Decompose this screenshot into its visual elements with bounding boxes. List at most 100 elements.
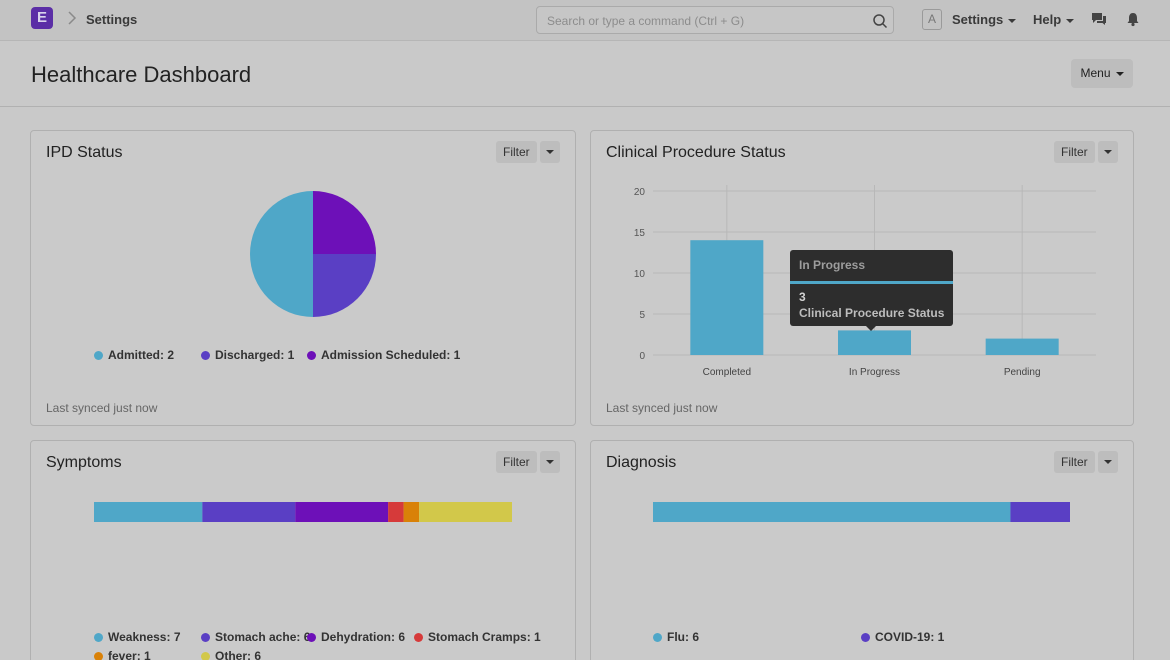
- tooltip-divider: [790, 281, 953, 284]
- page-header: Healthcare Dashboard Menu: [0, 41, 1170, 107]
- tooltip-value: 3: [799, 290, 806, 304]
- legend-item: Dehydration: 6: [307, 630, 405, 644]
- ipd-pie-chart: [250, 191, 376, 317]
- search-placeholder: Search or type a command (Ctrl + G): [547, 14, 745, 28]
- settings-menu[interactable]: Settings: [952, 12, 1017, 27]
- bar-pending[interactable]: [985, 338, 1059, 355]
- card-title: Symptoms: [46, 454, 122, 471]
- legend-item: COVID-19: 1: [861, 630, 944, 644]
- card-dropdown-button[interactable]: [540, 451, 560, 473]
- legend-dot: [201, 652, 210, 660]
- legend-dot: [307, 351, 316, 360]
- filter-button[interactable]: Filter: [1054, 141, 1095, 163]
- legend-label: Admission Scheduled: 1: [321, 348, 461, 362]
- diagnosis-card: Diagnosis Filter Flu: 6 COVID-19: 1: [590, 440, 1134, 660]
- search-input[interactable]: Search or type a command (Ctrl + G): [536, 6, 894, 34]
- filter-button[interactable]: Filter: [496, 451, 537, 473]
- card-dropdown-button[interactable]: [540, 141, 560, 163]
- card-title: Clinical Procedure Status: [606, 144, 786, 161]
- bar-segment-flu[interactable]: [653, 502, 1011, 522]
- legend-label: COVID-19: 1: [875, 630, 945, 644]
- tooltip-title: In Progress: [799, 258, 866, 272]
- legend-item: Discharged: 1: [201, 348, 294, 362]
- card-dropdown-button[interactable]: [1098, 141, 1118, 163]
- legend-label: Stomach ache: 6: [215, 630, 311, 644]
- page-title: Healthcare Dashboard: [31, 62, 252, 87]
- legend-label: Discharged: 1: [215, 348, 295, 362]
- legend-dot: [201, 633, 210, 642]
- tooltip-label: Clinical Procedure Status: [799, 306, 945, 320]
- bar-in-progress[interactable]: [838, 330, 911, 355]
- legend-item: fever: 1: [94, 649, 151, 660]
- bar-segment-stomach-cramps[interactable]: [388, 502, 404, 522]
- breadcrumb-settings[interactable]: Settings: [86, 12, 138, 27]
- bar-segment-stomach-ache[interactable]: [202, 502, 296, 522]
- filter-button[interactable]: Filter: [1054, 451, 1095, 473]
- legend-label: fever: 1: [108, 649, 151, 660]
- bar-segment-dehydration[interactable]: [295, 502, 389, 522]
- bar-completed[interactable]: [690, 240, 764, 355]
- help-menu-label: Help: [1033, 12, 1062, 27]
- last-synced-text: Last synced just now: [606, 401, 718, 415]
- ipd-status-card: IPD Status Filter Admitted: 2 Discharged…: [30, 130, 576, 426]
- card-dropdown-button[interactable]: [1098, 451, 1118, 473]
- navbar: E Settings Search or type a command (Ctr…: [0, 0, 1170, 41]
- legend-item: Stomach ache: 6: [201, 630, 310, 644]
- y-tick-label: 15: [634, 228, 646, 239]
- search-icon: [873, 14, 888, 29]
- y-tick-label: 10: [634, 269, 646, 280]
- legend-item: Flu: 6: [653, 630, 699, 644]
- legend-dot: [414, 633, 423, 642]
- legend-item: Other: 6: [201, 649, 261, 660]
- avatar[interactable]: A: [922, 9, 942, 30]
- chat-icon[interactable]: [1091, 11, 1107, 27]
- bar-segment-other[interactable]: [419, 502, 512, 522]
- chart-tooltip: In Progress 3 Clinical Procedure Status: [790, 250, 953, 331]
- caret-down-icon: [1008, 18, 1017, 23]
- menu-button[interactable]: Menu: [1071, 59, 1133, 88]
- legend-dot: [94, 633, 103, 642]
- symptoms-card: Symptoms Filter Weakness: 7 Stomach ache…: [30, 440, 576, 660]
- y-tick-label: 0: [639, 351, 645, 362]
- legend-label: Other: 6: [215, 649, 262, 660]
- legend-dot: [861, 633, 870, 642]
- x-tick-label: In Progress: [849, 367, 900, 378]
- bar-segment-covid-19[interactable]: [1010, 502, 1070, 522]
- bar-segment-weakness[interactable]: [94, 502, 203, 522]
- x-tick-label: Completed: [703, 367, 751, 378]
- pie-slice-admission-scheduled[interactable]: [313, 191, 376, 254]
- caret-down-icon: [1066, 18, 1075, 23]
- app-logo[interactable]: E: [31, 7, 53, 29]
- settings-menu-label: Settings: [952, 12, 1004, 27]
- legend-dot: [94, 652, 103, 660]
- chevron-right-icon: [68, 11, 77, 25]
- pie-slice-admitted[interactable]: [250, 191, 313, 317]
- menu-button-label: Menu: [1080, 66, 1111, 80]
- pie-slice-discharged[interactable]: [313, 254, 376, 317]
- caret-down-icon: [1104, 150, 1112, 154]
- legend-label: Weakness: 7: [108, 630, 181, 644]
- legend-label: Dehydration: 6: [321, 630, 406, 644]
- bar-segment-fever[interactable]: [403, 502, 420, 522]
- bell-icon[interactable]: [1125, 11, 1141, 27]
- y-tick-label: 5: [639, 310, 645, 321]
- x-tick-label: Pending: [1004, 367, 1041, 378]
- legend-item: Weakness: 7: [94, 630, 181, 644]
- legend-dot: [201, 351, 210, 360]
- legend-label: Stomach Cramps: 1: [428, 630, 541, 644]
- caret-down-icon: [1104, 460, 1112, 464]
- help-menu[interactable]: Help: [1033, 12, 1075, 27]
- legend-dot: [307, 633, 316, 642]
- legend-label: Admitted: 2: [108, 348, 174, 362]
- legend-item: Stomach Cramps: 1: [414, 630, 541, 644]
- caret-down-icon: [546, 150, 554, 154]
- last-synced-text: Last synced just now: [46, 401, 158, 415]
- filter-button[interactable]: Filter: [496, 141, 537, 163]
- legend-dot: [94, 351, 103, 360]
- caret-down-icon: [1115, 71, 1124, 76]
- legend-item: Admission Scheduled: 1: [307, 348, 460, 362]
- legend-label: Flu: 6: [667, 630, 699, 644]
- card-title: IPD Status: [46, 144, 123, 161]
- caret-down-icon: [546, 460, 554, 464]
- symptoms-percentage-bar: [94, 502, 512, 522]
